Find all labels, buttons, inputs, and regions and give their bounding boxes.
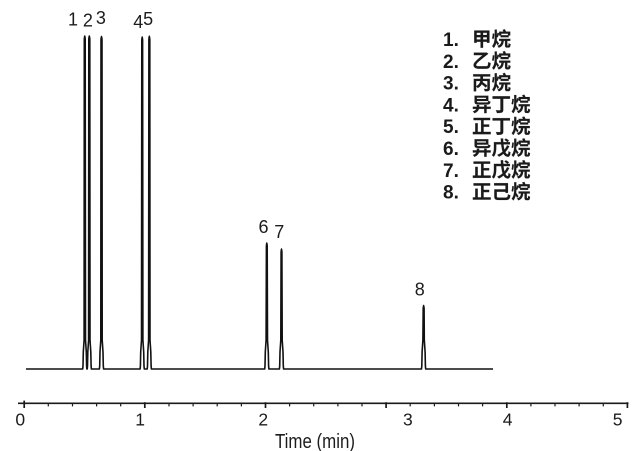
svg-text:4: 4 [133,12,143,32]
svg-text:3: 3 [96,8,106,28]
svg-text:3: 3 [403,410,413,430]
svg-text:1.: 1. [443,30,459,51]
svg-text:5: 5 [613,410,623,430]
svg-text:7.: 7. [443,161,459,182]
svg-text:2: 2 [83,10,93,30]
svg-text:Time (min): Time (min) [275,431,355,451]
svg-text:5.: 5. [443,117,459,138]
svg-text:2: 2 [258,410,268,430]
svg-text:8.: 8. [443,183,459,204]
svg-text:7: 7 [274,222,284,242]
svg-text:2.: 2. [443,52,459,73]
svg-text:1: 1 [135,410,145,430]
svg-text:4: 4 [503,410,513,430]
svg-text:8: 8 [415,279,425,299]
svg-text:3.: 3. [443,74,459,95]
svg-text:4.: 4. [443,95,459,116]
svg-text:1: 1 [68,10,78,30]
svg-text:5: 5 [143,9,153,29]
svg-text:6: 6 [258,217,268,237]
svg-text:0: 0 [15,410,25,430]
svg-text:6.: 6. [443,139,459,160]
